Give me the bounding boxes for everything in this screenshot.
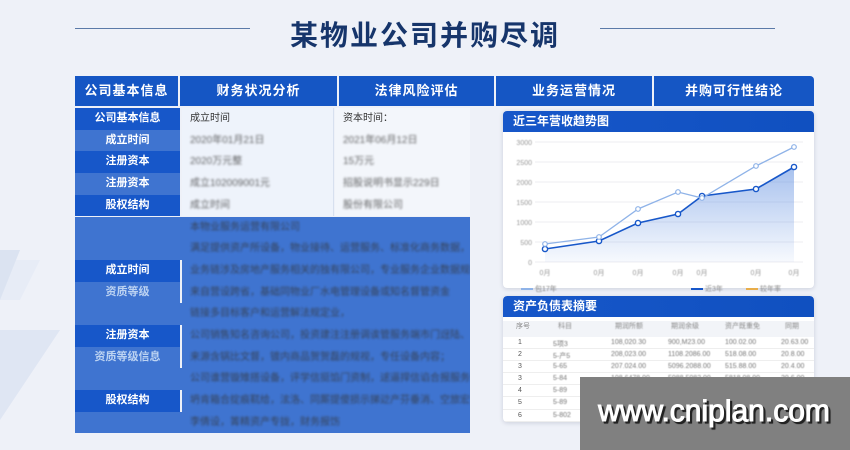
- svg-text:0月: 0月: [673, 269, 684, 277]
- svg-text:0月: 0月: [697, 269, 708, 277]
- svg-text:0: 0: [528, 260, 532, 267]
- svg-text:0月: 0月: [540, 269, 551, 277]
- svg-text:1500: 1500: [516, 200, 532, 207]
- svg-text:3000: 3000: [516, 140, 532, 147]
- svg-text:1000: 1000: [516, 220, 532, 227]
- svg-text:0月: 0月: [594, 269, 605, 277]
- svg-text:2000: 2000: [516, 180, 532, 187]
- svg-text:0月: 0月: [789, 269, 800, 277]
- svg-text:0月: 0月: [633, 269, 644, 277]
- svg-text:500: 500: [520, 240, 532, 247]
- svg-text:2500: 2500: [516, 160, 532, 167]
- svg-text:0月: 0月: [751, 269, 762, 277]
